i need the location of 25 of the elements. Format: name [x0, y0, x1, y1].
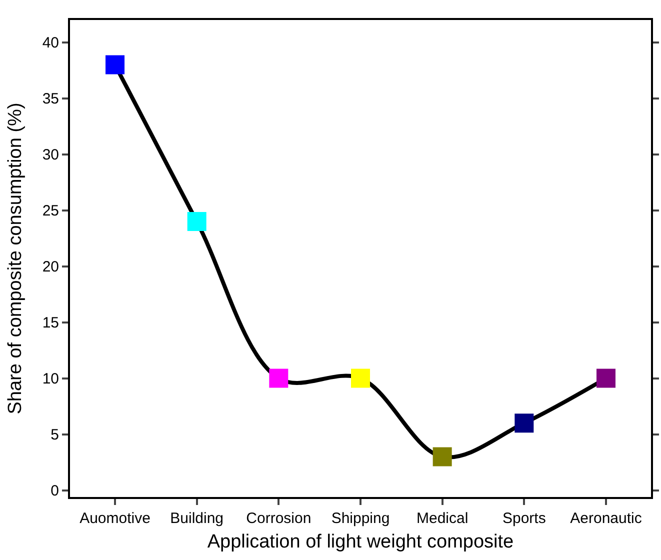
y-axis-title: Share of composite consumption (%) — [5, 102, 26, 414]
y-tick-label: 15 — [42, 314, 59, 332]
x-tick-label: Auomotive — [80, 510, 150, 527]
y-tick-label: 20 — [42, 258, 59, 276]
point — [514, 414, 534, 433]
x-tick-label: Medical — [416, 510, 468, 527]
y-tick-label: 30 — [42, 146, 59, 164]
y-tick-label: 40 — [42, 34, 59, 52]
x-tick-label: Sports — [502, 510, 546, 527]
x-tick-label: Aeronautic — [570, 510, 642, 527]
y-tick-label: 25 — [42, 202, 59, 220]
y-tick-label: 35 — [42, 90, 59, 108]
y-tick-label: 5 — [50, 426, 59, 444]
point — [187, 212, 206, 232]
x-tick-label: Shipping — [331, 510, 390, 527]
point — [432, 447, 452, 466]
point — [596, 368, 616, 388]
y-tick-label: 10 — [42, 370, 59, 388]
y-tick-label: 0 — [50, 482, 59, 500]
x-tick-label: Building — [170, 510, 224, 527]
x-tick-label: Corrosion — [246, 510, 312, 527]
x-axis-title: Application of light weight composite — [207, 531, 514, 552]
point — [269, 368, 288, 388]
point — [106, 55, 125, 74]
point — [351, 368, 370, 388]
